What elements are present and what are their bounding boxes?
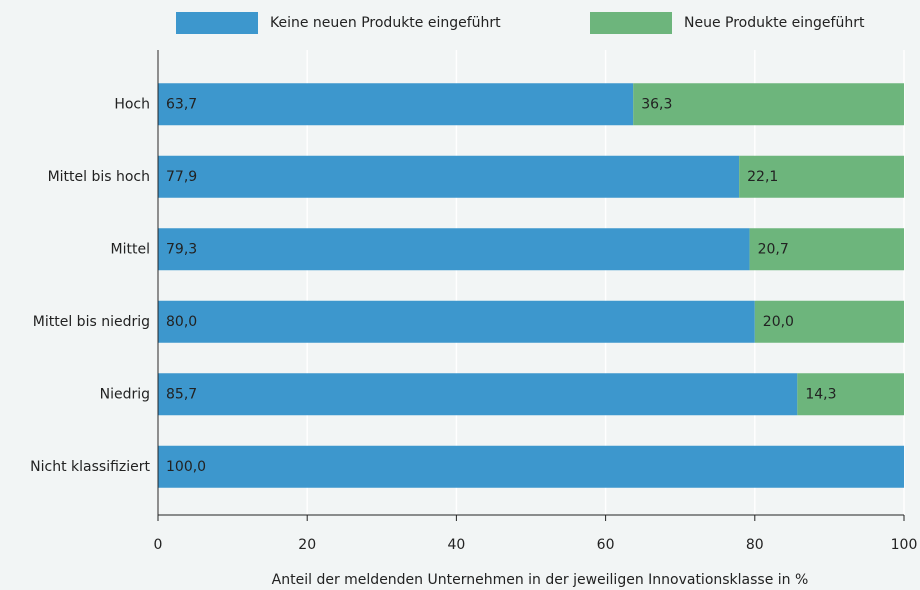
value-label: 20,7 <box>758 241 789 257</box>
bar-segment <box>633 83 904 126</box>
bar-segment <box>739 155 904 198</box>
legend-label: Neue Produkte eingeführt <box>684 15 865 31</box>
bar-segment <box>158 300 755 343</box>
legend-swatch <box>176 12 258 34</box>
y-tick-label: Mittel <box>111 241 150 257</box>
y-tick-label: Nicht klassifiziert <box>30 459 150 475</box>
y-tick-label: Hoch <box>114 96 150 112</box>
x-tick-label: 20 <box>298 537 316 553</box>
legend-label: Keine neuen Produkte eingeführt <box>270 15 501 31</box>
value-label: 77,9 <box>166 169 197 185</box>
value-label: 79,3 <box>166 241 197 257</box>
y-tick-label: Mittel bis niedrig <box>33 314 150 330</box>
y-tick-label: Mittel bis hoch <box>48 169 150 185</box>
bar-segment <box>158 373 798 416</box>
bar-segment <box>754 300 904 343</box>
legend-swatch <box>590 12 672 34</box>
x-tick-label: 80 <box>746 537 764 553</box>
value-label: 36,3 <box>641 96 672 112</box>
value-label: 22,1 <box>747 169 778 185</box>
value-label: 20,0 <box>763 314 794 330</box>
value-label: 14,3 <box>805 386 836 402</box>
value-label: 100,0 <box>166 459 206 475</box>
bar-segment <box>797 373 904 416</box>
x-tick-label: 0 <box>154 537 163 553</box>
x-tick-label: 40 <box>447 537 465 553</box>
bar-segment <box>158 228 750 271</box>
x-axis-label: Anteil der meldenden Unternehmen in der … <box>272 572 809 588</box>
x-tick-label: 60 <box>597 537 615 553</box>
bar-segment <box>158 155 740 198</box>
bar-segment <box>158 445 904 488</box>
bar-segment <box>749 228 904 271</box>
value-label: 85,7 <box>166 386 197 402</box>
value-label: 63,7 <box>166 96 197 112</box>
value-label: 80,0 <box>166 314 197 330</box>
y-tick-label: Niedrig <box>100 386 150 402</box>
x-tick-label: 100 <box>891 537 918 553</box>
bar-segment <box>158 83 634 126</box>
